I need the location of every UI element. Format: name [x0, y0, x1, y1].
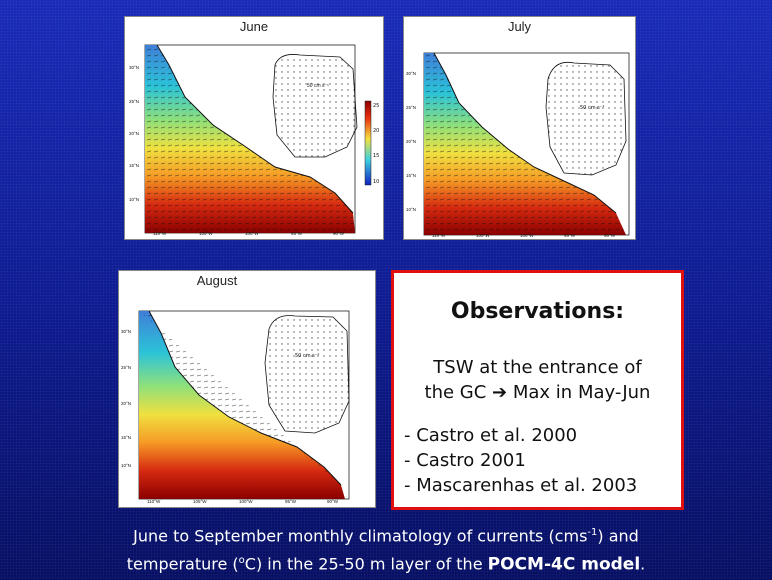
june-map: 50 cm s⁻¹ 25 20 15 10 110°W 105°W 100°W …	[129, 44, 379, 236]
august-lat-tick-4: 15°N	[121, 435, 131, 440]
caption-text-1: June to September monthly climatology of…	[133, 526, 588, 546]
august-gulf-region	[264, 315, 350, 434]
caption-line-2: temperature (oC) in the 25-50 m layer of…	[0, 548, 772, 577]
reference-item: - Castro et al. 2000	[404, 425, 578, 446]
june-scale-label: 50 cm s⁻¹	[307, 83, 329, 89]
june-lon-tick-4: 95°W	[291, 231, 303, 236]
reference-item: - Mascarenhas et al. 2003	[404, 475, 638, 496]
june-lon-tick-2: 105°W	[199, 231, 213, 236]
caption-line-1: June to September monthly climatology of…	[0, 520, 772, 548]
july-title: July	[507, 19, 532, 34]
august-scale-label: 50 cm s⁻¹	[295, 353, 319, 359]
june-lat-tick-4: 15°N	[129, 163, 139, 168]
august-lat-tick-2: 25°N	[121, 365, 131, 370]
june-lon-tick-5: 90°W	[333, 231, 345, 236]
observations-line-1: TSW at the entrance of	[433, 357, 642, 378]
slide-caption: June to September monthly climatology of…	[0, 520, 772, 578]
august-lat-tick-5: 10°N	[121, 463, 131, 468]
august-lon-tick-1: 110°W	[147, 499, 161, 504]
july-lon-tick-1: 110°W	[432, 233, 446, 238]
june-lat-tick-2: 25°N	[129, 99, 139, 104]
june-lon-tick-1: 110°W	[153, 231, 167, 236]
july-lat-tick-1: 30°N	[406, 71, 416, 76]
august-lon-tick-2: 105°W	[193, 499, 207, 504]
august-lon-tick-3: 100°W	[239, 499, 253, 504]
caption-model-name: POCM-4C model	[487, 554, 641, 575]
caption-end: .	[640, 554, 646, 574]
caption-sup-1: -1	[587, 527, 598, 538]
august-lat-tick-3: 20°N	[121, 401, 131, 406]
observations-box: Observations: TSW at the entrance of the…	[391, 270, 684, 510]
june-colorbar	[364, 100, 372, 186]
july-map: 50 cm s⁻¹ 110°W 105°W 100°W 95°W 90°W 30…	[406, 52, 630, 238]
july-lat-tick-4: 15°N	[406, 173, 416, 178]
june-lat-tick-1: 30°N	[129, 65, 139, 70]
june-map-panel: June	[124, 16, 384, 240]
caption-text-2: ) and	[597, 526, 639, 546]
june-cbar-tick-4: 10	[373, 179, 379, 185]
june-cbar-tick-2: 20	[373, 128, 379, 134]
august-map-panel: August 50 cm s⁻¹ 110°W 105°W 100°W 95°W …	[118, 270, 376, 508]
june-cbar-tick-3: 15	[373, 153, 379, 159]
august-lat-tick-1: 30°N	[121, 329, 131, 334]
observations-line-2-suffix: Max in May-Jun	[512, 382, 651, 403]
june-lon-tick-3: 100°W	[245, 231, 259, 236]
observations-title: Observations:	[450, 299, 625, 324]
july-scale-label: 50 cm s⁻¹	[580, 105, 604, 111]
june-gulf-region	[272, 54, 358, 158]
observations-line-2-prefix: the GC	[424, 382, 487, 403]
reference-item: - Castro 2001	[404, 450, 526, 471]
observations-summary: TSW at the entrance of the GC ➔ Max in M…	[394, 355, 681, 405]
caption-sup-2: o	[238, 555, 245, 567]
august-lon-tick-5: 90°W	[327, 499, 339, 504]
july-lon-tick-3: 100°W	[520, 233, 534, 238]
august-title: August	[196, 273, 238, 288]
july-lon-tick-5: 90°W	[604, 233, 616, 238]
june-lat-tick-3: 20°N	[129, 131, 139, 136]
july-lat-tick-3: 20°N	[406, 139, 416, 144]
july-lon-tick-4: 95°W	[564, 233, 576, 238]
august-map: 50 cm s⁻¹ 110°W 105°W 100°W 95°W 90°W 30…	[121, 310, 350, 504]
june-title: June	[239, 19, 269, 34]
august-ocean-field	[139, 311, 345, 499]
july-map-panel: July 50 cm s⁻¹ 110°W 105°W 100°W 95°W 90…	[403, 16, 636, 240]
caption-text-3: temperature (	[126, 554, 239, 574]
june-cbar-tick-1: 25	[373, 103, 379, 109]
references-list: - Castro et al. 2000 - Castro 2001 - Mas…	[404, 423, 637, 498]
july-lat-tick-5: 10°N	[406, 207, 416, 212]
august-lon-tick-4: 95°W	[285, 499, 297, 504]
arrow-right-icon: ➔	[492, 382, 508, 403]
caption-text-4: C) in the 25-50 m layer of the	[244, 554, 483, 574]
july-lat-tick-2: 25°N	[406, 105, 416, 110]
july-lon-tick-2: 105°W	[476, 233, 490, 238]
june-lat-tick-5: 10°N	[129, 197, 139, 202]
observations-line-2: the GC ➔ Max in May-Jun	[394, 380, 681, 405]
july-gulf-region	[545, 61, 627, 176]
